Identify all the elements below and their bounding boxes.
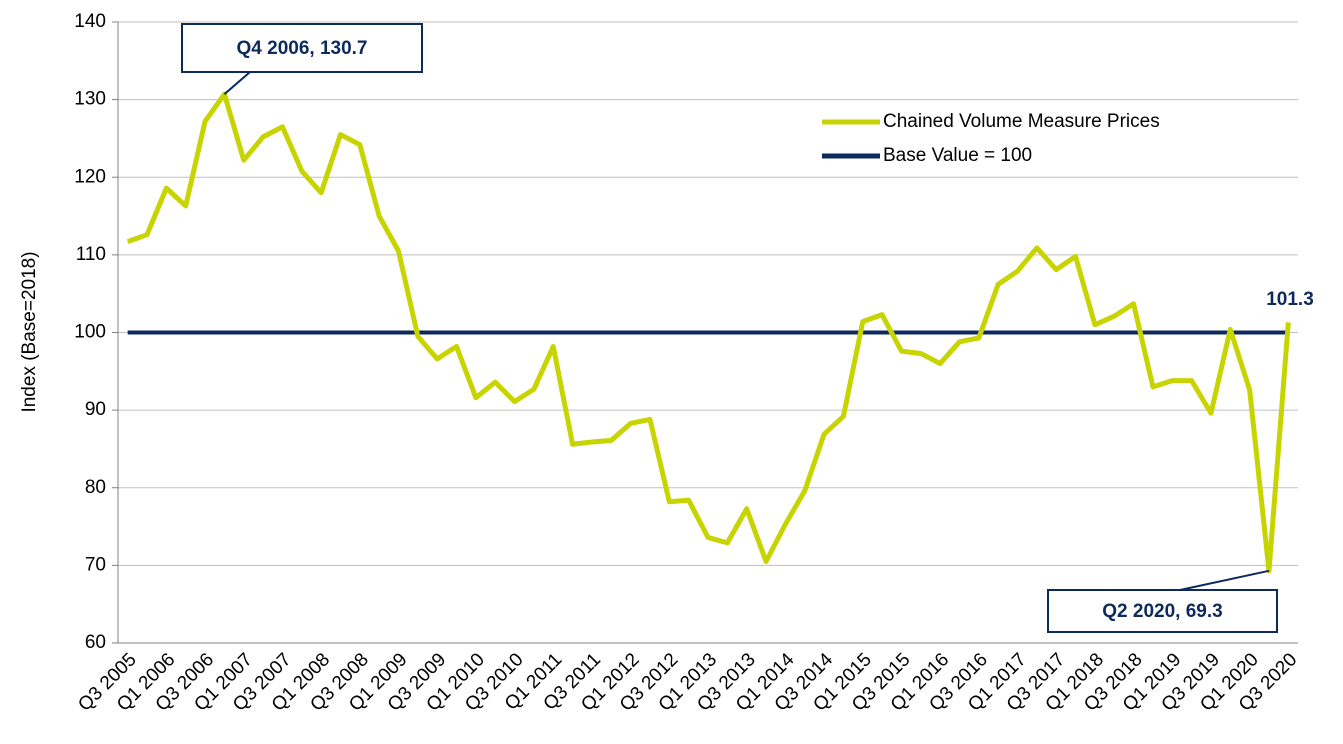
data-label: 101.3: [1266, 289, 1314, 310]
y-tick-label: 60: [85, 632, 106, 653]
y-tick-label: 90: [85, 399, 106, 420]
legend-label: Chained Volume Measure Prices: [883, 111, 1160, 132]
y-tick-label: 120: [74, 166, 106, 187]
y-tick-label: 70: [85, 554, 106, 575]
callout-line: [1179, 569, 1270, 591]
callout-box: [1047, 589, 1278, 633]
annotation: Q4 2006, 130.7: [237, 38, 368, 59]
y-tick-label: 140: [74, 11, 106, 32]
y-axis-label: Index (Base=2018): [19, 251, 40, 412]
y-tick-label: 100: [74, 322, 106, 343]
annotation: Q2 2020, 69.3: [1102, 601, 1222, 622]
series-line: [126, 91, 1291, 574]
y-tick-label: 130: [74, 89, 106, 110]
y-tick-label: 110: [76, 244, 106, 265]
callout-box: [181, 23, 423, 73]
legend-label: Base Value = 100: [883, 145, 1032, 166]
y-tick-label: 80: [85, 477, 106, 498]
callout-line: [223, 71, 251, 95]
